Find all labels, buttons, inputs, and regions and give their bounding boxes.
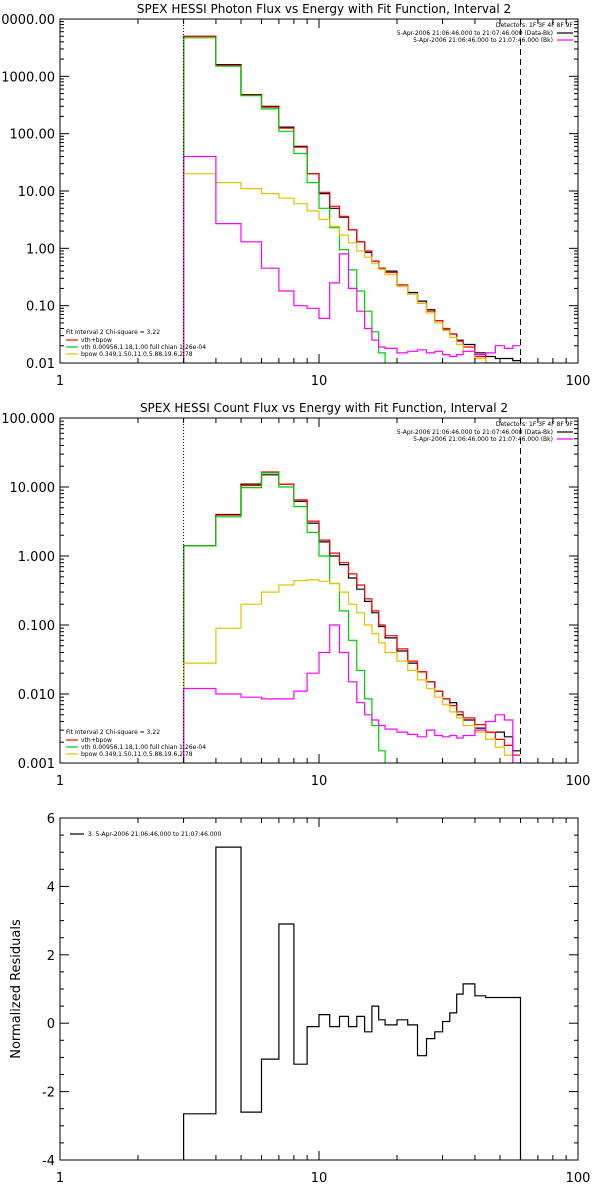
y-tick-label: 6 bbox=[47, 812, 55, 827]
y-tick-label: 100.00 bbox=[10, 128, 56, 143]
legend-entry: 3. 5-Apr-2006 21:06:46.000 to 21:07:46.0… bbox=[88, 831, 221, 838]
y-axis-label: Normalized Residuals bbox=[9, 919, 24, 1059]
y-tick-label: 0.01 bbox=[26, 357, 55, 372]
series-group bbox=[183, 471, 521, 763]
y-tick-label: 0.100 bbox=[18, 619, 55, 634]
series-thermal-line bbox=[183, 37, 386, 363]
chart-panel-1: 1 10 100 0.01 0.10 1.00 10.00 100.00 1000.00 1000… bbox=[0, 2, 591, 389]
series-data-bk-line bbox=[183, 35, 521, 363]
header-interval-label: 5-Apr-2006 21:06:46.000 to 21:07:46.000 … bbox=[413, 37, 553, 44]
x-tick-label: 100 bbox=[566, 774, 591, 789]
x-tick-label: 100 bbox=[566, 374, 591, 389]
series-thermal-line bbox=[183, 472, 386, 763]
x-tick-label: 1 bbox=[56, 1171, 64, 1186]
y-tick-label: 2 bbox=[47, 949, 55, 964]
legend-entry: bpow 0.349,1.50,11.0,5.88,19.6,2.78 bbox=[81, 351, 193, 358]
legend-entry: vth 0.00956,1.18,1.00 full chian 1.26e-0… bbox=[81, 344, 206, 351]
series-background-line bbox=[183, 155, 521, 363]
x-tick-label: 100 bbox=[566, 1171, 591, 1186]
series-fit-line bbox=[183, 35, 496, 363]
y-tick-label: 1.00 bbox=[26, 242, 55, 257]
x-tick-label: 1 bbox=[56, 374, 64, 389]
y-tick-label: 4 bbox=[47, 880, 55, 895]
series-background-line bbox=[183, 624, 521, 763]
y-tick-label: 0.001 bbox=[18, 757, 55, 772]
y-tick-label: 0.010 bbox=[18, 688, 55, 703]
series-residuals-line bbox=[183, 846, 522, 1160]
series-powerlaw-line bbox=[183, 579, 521, 763]
legend-entry: bpow 0.349,1.50,11.0,5.88,19.6,2.78 bbox=[81, 751, 193, 758]
y-tick-label: -4 bbox=[42, 1154, 55, 1169]
header-interval-label: 5-Apr-2006 21:06:46.000 to 21:07:46.000 … bbox=[413, 436, 553, 443]
y-tick-label: 1000.00 bbox=[1, 70, 55, 85]
plot-frame bbox=[59, 817, 579, 1161]
chart-panel-2: 1 10 100 0.001 0.010 0.100 1.000 10.000 100.000 S… bbox=[1, 401, 591, 789]
x-tick-label: 10 bbox=[311, 374, 328, 389]
legend-entry: vth 0.00956,1.18,1.00 full chian 1.26e-0… bbox=[81, 744, 206, 751]
x-tick-label: 1 bbox=[56, 774, 64, 789]
y-tick-label: 10.000 bbox=[10, 481, 56, 496]
chart-title: SPEX HESSI Photon Flux vs Energy with Fi… bbox=[137, 2, 511, 16]
detectors-label: Detectors: 1F 3F 4F 8F 9F bbox=[496, 421, 574, 428]
legend-title: Fit Interval 2 Chi-square = 3.22 bbox=[66, 729, 160, 736]
chart-title: SPEX HESSI Count Flux vs Energy with Fit… bbox=[140, 401, 508, 415]
series-group bbox=[183, 846, 522, 1160]
x-tick-label: 10 bbox=[311, 1171, 328, 1186]
y-tick-label: 10000.00 bbox=[0, 13, 55, 28]
series-group bbox=[183, 35, 521, 363]
series-data-bk-line bbox=[183, 474, 521, 763]
detectors-label: Detectors: 1F 3F 4F 8F 9F bbox=[496, 22, 574, 29]
legend-title: Fit Interval 2 Chi-square = 3.22 bbox=[66, 329, 160, 336]
y-tick-label: 0 bbox=[47, 1017, 55, 1032]
legend-entry: vth+bpow bbox=[81, 737, 112, 744]
y-tick-label: -2 bbox=[42, 1086, 55, 1101]
plot-frame bbox=[59, 417, 579, 764]
y-tick-label: 1.000 bbox=[18, 550, 55, 565]
y-tick-label: 10.00 bbox=[18, 185, 55, 200]
y-tick-label: 0.10 bbox=[26, 300, 55, 315]
x-tick-label: 10 bbox=[311, 774, 328, 789]
series-fit-line bbox=[183, 471, 521, 763]
header-interval-label: 5-Apr-2006 21:06:46.000 to 21:07:46.000 … bbox=[397, 30, 553, 37]
y-tick-label: 100.000 bbox=[1, 412, 55, 427]
chart-panel-3: 1 10 100 -4 -2 0 2 4 6 Normalized Residuals 3. 5-A… bbox=[9, 812, 590, 1186]
header-interval-label: 5-Apr-2006 21:06:46.000 to 21:07:46.000 … bbox=[397, 429, 553, 436]
legend-entry: vth+bpow bbox=[81, 337, 112, 344]
